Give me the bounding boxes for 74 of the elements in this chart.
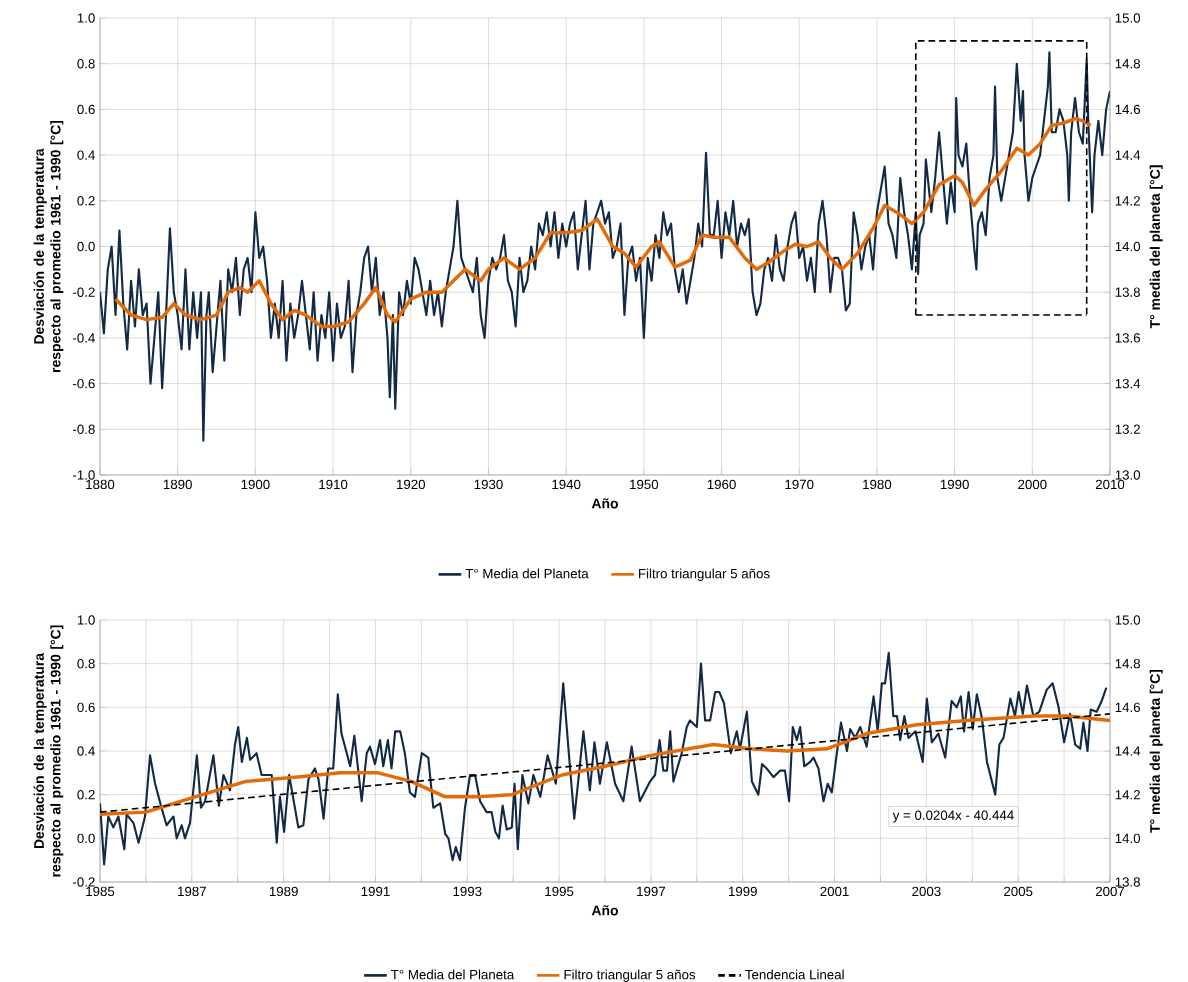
x-tick-label: 1960 — [707, 479, 736, 490]
y2-tick-label: 14.8 — [1115, 58, 1140, 69]
y-tick-label: -0.2 — [73, 287, 95, 297]
y2-tick-label: 14.0 — [1115, 241, 1141, 252]
y-tick-label: 0.8 — [77, 658, 95, 669]
x-tick-label: 2007 — [1095, 886, 1125, 897]
x-tick-label: 1990 — [940, 479, 969, 490]
y2-tick-label: 13.8 — [1115, 287, 1140, 297]
y2-tick-label: 13.6 — [1115, 333, 1140, 343]
x-tick-label: 1890 — [163, 479, 192, 490]
y2-tick-label: 15.0 — [1115, 615, 1141, 625]
y-tick-label: 0.4 — [77, 746, 95, 756]
y2-tick-label: 14.2 — [1115, 196, 1140, 206]
y-tick-label: 0.8 — [77, 58, 95, 69]
x-tick-label: 1989 — [269, 886, 298, 897]
y-tick-label: 0.0 — [77, 833, 95, 844]
x-tick-label: 1993 — [453, 886, 482, 897]
y2-tick-label: 14.6 — [1115, 702, 1140, 713]
annotation: y = 0.0204x - 40.444 — [892, 810, 1014, 823]
x-tick-label: 1995 — [545, 886, 574, 897]
y-tick-label: -0.4 — [73, 333, 95, 343]
y-axis-title: Desviación de la temperatura respecto al promedio 1961 - 1990 [°C] — [33, 625, 64, 877]
y-axis-title: Desviación de la temperatura respecto al promedio 1961 - 1990 [°C] — [33, 120, 64, 372]
y-tick-label: 0.2 — [77, 196, 95, 206]
x-tick-label: 1920 — [397, 479, 426, 490]
x-axis-title: Año — [591, 498, 619, 509]
y-tick-label: 1.0 — [77, 615, 95, 625]
y2-tick-label: 13.4 — [1115, 378, 1141, 389]
y2-tick-label: 14.4 — [1115, 150, 1141, 160]
y-tick-label: 1.0 — [77, 13, 95, 23]
x-tick-label: 1910 — [319, 479, 348, 490]
legend-label: Filtro triangular 5 años — [639, 568, 770, 581]
x-tick-label: 1970 — [785, 479, 814, 490]
legend-label: T° Media del Planeta — [391, 969, 515, 980]
y-tick-label: -0.6 — [73, 378, 95, 389]
x-tick-label: 2000 — [1018, 479, 1047, 490]
y2-tick-label: 14.4 — [1115, 746, 1141, 756]
y-tick-label: -0.8 — [73, 424, 95, 434]
legend-label: T° Media del Planeta — [465, 568, 589, 579]
y2-tick-label: 14.0 — [1115, 833, 1141, 844]
y2-tick-label: 13.2 — [1115, 424, 1140, 434]
x-tick-label: 1950 — [630, 479, 659, 490]
x-tick-label: 1900 — [241, 479, 270, 490]
x-tick-label: 1997 — [637, 886, 666, 897]
y-tick-label: 0.2 — [77, 789, 95, 800]
y-tick-label: -1.0 — [73, 470, 95, 480]
x-tick-label: 1980 — [863, 479, 892, 490]
x-tick-label: 2005 — [1004, 886, 1033, 897]
y-tick-label: 0.6 — [77, 702, 95, 713]
x-tick-label: 1940 — [552, 479, 581, 490]
y2-axis-title: T° media del planeta [°C] — [1149, 165, 1163, 329]
x-axis-title: Año — [591, 905, 619, 916]
x-tick-label: 1880 — [86, 479, 115, 490]
y2-tick-label: 13.0 — [1115, 470, 1141, 480]
y-tick-label: -0.2 — [73, 877, 95, 887]
x-tick-label: 1985 — [86, 886, 115, 897]
x-tick-label: 1991 — [361, 886, 390, 897]
x-tick-label: 2010 — [1095, 479, 1125, 490]
y2-tick-label: 14.8 — [1115, 658, 1140, 669]
y2-axis-title: T° media del planeta [°C] — [1149, 669, 1163, 833]
x-tick-label: 1930 — [474, 479, 503, 490]
x-tick-label: 2001 — [820, 886, 849, 897]
y2-tick-label: 13.8 — [1115, 877, 1140, 887]
y-tick-label: 0.4 — [77, 150, 95, 160]
legend-label: Filtro triangular 5 años — [564, 969, 696, 982]
legend-label: Tendencia Lineal — [745, 969, 844, 980]
y2-tick-label: 14.6 — [1115, 104, 1140, 115]
y2-tick-label: 14.2 — [1115, 790, 1140, 800]
x-tick-label: 1999 — [728, 886, 757, 897]
x-tick-label: 1987 — [178, 886, 206, 897]
x-tick-label: 2003 — [912, 886, 941, 897]
y-tick-label: 0.0 — [77, 241, 95, 252]
y-tick-label: 0.6 — [77, 104, 95, 115]
y2-tick-label: 15.0 — [1115, 13, 1141, 23]
